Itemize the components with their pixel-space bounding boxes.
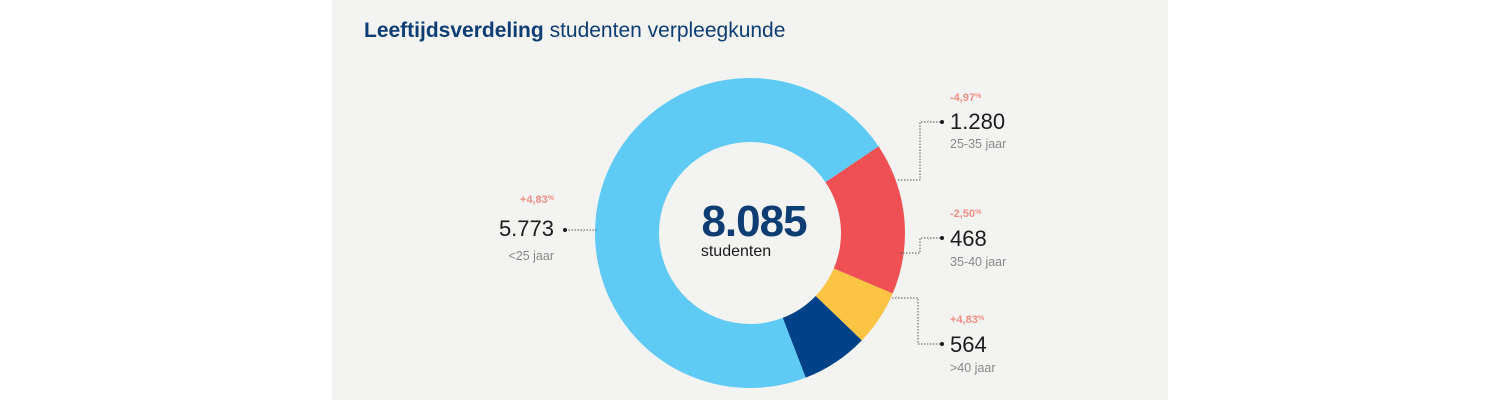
slice-25-jaar <box>595 78 879 389</box>
change-label-25-jaar: +4,83% <box>520 194 555 206</box>
change-label-40-jaar: +4,83% <box>950 314 985 326</box>
connector-40-jaar <box>892 297 942 345</box>
slice-40-jaar <box>782 296 862 378</box>
connector-dot-25-35-jaar <box>940 120 944 124</box>
total-unit: studenten <box>701 243 771 260</box>
slice-25-35-jaar <box>825 146 905 294</box>
value-label-40-jaar: 564 <box>950 332 987 357</box>
category-label-25-jaar: <25 jaar <box>508 249 554 263</box>
callout-connectors <box>563 120 944 346</box>
slice-35-40-jaar <box>815 268 893 341</box>
change-label-35-40-jaar: -2,50% <box>950 208 982 220</box>
value-label-35-40-jaar: 468 <box>950 226 987 251</box>
donut-slices <box>595 78 905 389</box>
connector-dot-25-jaar <box>563 228 567 232</box>
connector-dot-40-jaar <box>940 342 944 346</box>
connector-dot-35-40-jaar <box>940 236 944 240</box>
category-label-40-jaar: >40 jaar <box>950 361 996 375</box>
change-label-25-35-jaar: -4,97% <box>950 92 982 104</box>
chart-title: Leeftijdsverdeling studenten verpleegkun… <box>364 19 785 43</box>
callout-labels: -4,97% 1.280 25-35 jaar -2,50% 468 35-40 jaar… <box>499 92 1006 375</box>
connector-35-40-jaar <box>900 237 942 254</box>
category-label-25-35-jaar: 25-35 jaar <box>950 137 1006 151</box>
chart-title-bold: Leeftijdsverdeling <box>364 19 544 42</box>
total-value: 8.085 <box>701 197 807 246</box>
category-label-35-40-jaar: 35-40 jaar <box>950 255 1006 269</box>
value-label-25-35-jaar: 1.280 <box>950 109 1005 134</box>
value-label-25-jaar: 5.773 <box>499 216 554 241</box>
chart-title-rest: studenten verpleegkunde <box>549 19 786 42</box>
connector-25-35-jaar <box>898 121 942 181</box>
